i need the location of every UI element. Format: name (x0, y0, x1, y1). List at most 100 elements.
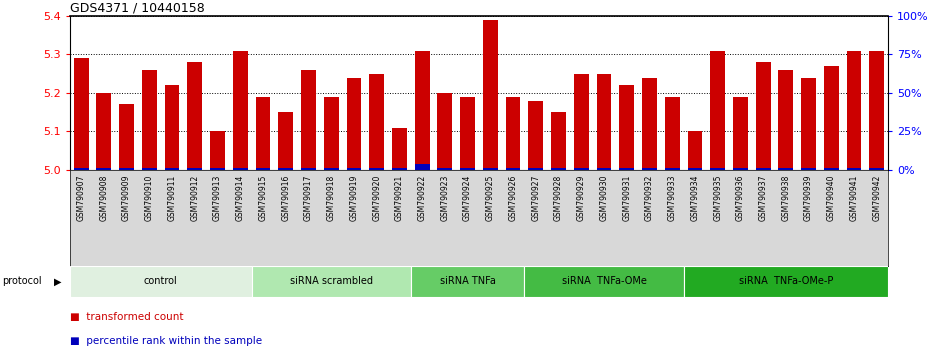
Bar (187, 169, 202, 170)
Text: GSM790940: GSM790940 (827, 175, 836, 221)
Bar (846, 51, 861, 170)
Bar (142, 70, 156, 170)
Bar (278, 112, 293, 170)
Bar (165, 169, 179, 170)
Bar (187, 62, 202, 170)
Text: GSM790910: GSM790910 (145, 175, 153, 221)
Bar (301, 70, 316, 170)
Text: GSM790913: GSM790913 (213, 175, 222, 221)
Bar (778, 169, 793, 170)
Text: siRNA  TNFa-OMe-P: siRNA TNFa-OMe-P (738, 276, 833, 286)
Bar (574, 74, 589, 170)
Text: GSM790918: GSM790918 (326, 175, 336, 221)
Bar (369, 169, 384, 170)
Text: GSM790937: GSM790937 (759, 175, 767, 221)
Text: GSM790929: GSM790929 (577, 175, 586, 221)
Bar (801, 78, 816, 170)
Text: GSM790932: GSM790932 (644, 175, 654, 221)
Text: GSM790941: GSM790941 (849, 175, 858, 221)
Bar (70, 266, 252, 297)
Text: GSM790919: GSM790919 (350, 175, 358, 221)
Bar (73, 169, 88, 170)
Text: GSM790934: GSM790934 (690, 175, 699, 221)
Bar (528, 169, 543, 170)
Bar (411, 266, 525, 297)
Text: GSM790915: GSM790915 (259, 175, 268, 221)
Text: GSM790942: GSM790942 (872, 175, 882, 221)
Bar (619, 85, 634, 170)
Bar (733, 97, 748, 170)
Text: GSM790927: GSM790927 (531, 175, 540, 221)
Text: GSM790922: GSM790922 (418, 175, 427, 221)
Bar (347, 78, 361, 170)
Bar (210, 131, 225, 170)
Bar (711, 169, 725, 170)
Text: GSM790923: GSM790923 (440, 175, 449, 221)
Bar (324, 169, 339, 170)
Text: GSM790907: GSM790907 (76, 175, 86, 221)
Text: GDS4371 / 10440158: GDS4371 / 10440158 (70, 2, 205, 15)
Text: GSM790925: GSM790925 (485, 175, 495, 221)
Bar (551, 169, 565, 170)
Text: GSM790917: GSM790917 (304, 175, 313, 221)
Text: GSM790930: GSM790930 (600, 175, 608, 221)
Bar (596, 169, 611, 170)
Bar (824, 66, 839, 170)
Bar (142, 169, 156, 170)
Bar (415, 164, 430, 170)
Bar (665, 97, 680, 170)
Bar (525, 266, 684, 297)
Bar (687, 131, 702, 170)
Bar (392, 127, 406, 170)
Text: ■  transformed count: ■ transformed count (70, 312, 183, 321)
Text: GSM790924: GSM790924 (463, 175, 472, 221)
Bar (756, 169, 770, 170)
Bar (278, 169, 293, 170)
Bar (687, 169, 702, 170)
Text: GSM790911: GSM790911 (167, 175, 177, 221)
Bar (596, 74, 611, 170)
Text: ■  percentile rank within the sample: ■ percentile rank within the sample (70, 336, 262, 346)
Text: protocol: protocol (2, 276, 42, 286)
Bar (210, 169, 225, 170)
Bar (437, 169, 452, 170)
Bar (165, 85, 179, 170)
Bar (665, 169, 680, 170)
Text: GSM790933: GSM790933 (668, 175, 677, 221)
Bar (824, 169, 839, 170)
Bar (870, 169, 884, 170)
Bar (252, 266, 411, 297)
Bar (506, 97, 521, 170)
Text: GSM790926: GSM790926 (509, 175, 518, 221)
Bar (483, 169, 498, 170)
Bar (97, 169, 112, 170)
Bar (778, 70, 793, 170)
Bar (437, 93, 452, 170)
Bar (369, 74, 384, 170)
Text: GSM790908: GSM790908 (100, 175, 109, 221)
Text: siRNA  TNFa-OMe: siRNA TNFa-OMe (562, 276, 646, 286)
Bar (846, 169, 861, 170)
Bar (232, 169, 247, 170)
Bar (642, 78, 657, 170)
Bar (619, 169, 634, 170)
Text: GSM790931: GSM790931 (622, 175, 631, 221)
Bar (73, 58, 88, 170)
Bar (483, 20, 498, 170)
Text: GSM790916: GSM790916 (281, 175, 290, 221)
Bar (684, 266, 888, 297)
Bar (256, 169, 271, 170)
Text: GSM790920: GSM790920 (372, 175, 381, 221)
Text: GSM790921: GSM790921 (395, 175, 404, 221)
Bar (415, 51, 430, 170)
Text: GSM790914: GSM790914 (235, 175, 245, 221)
Bar (460, 97, 475, 170)
Text: control: control (144, 276, 178, 286)
Text: GSM790912: GSM790912 (191, 175, 199, 221)
Bar (392, 169, 406, 170)
Bar (97, 93, 112, 170)
Text: GSM790935: GSM790935 (713, 175, 723, 221)
Bar (756, 62, 770, 170)
Bar (551, 112, 565, 170)
Bar (324, 97, 339, 170)
